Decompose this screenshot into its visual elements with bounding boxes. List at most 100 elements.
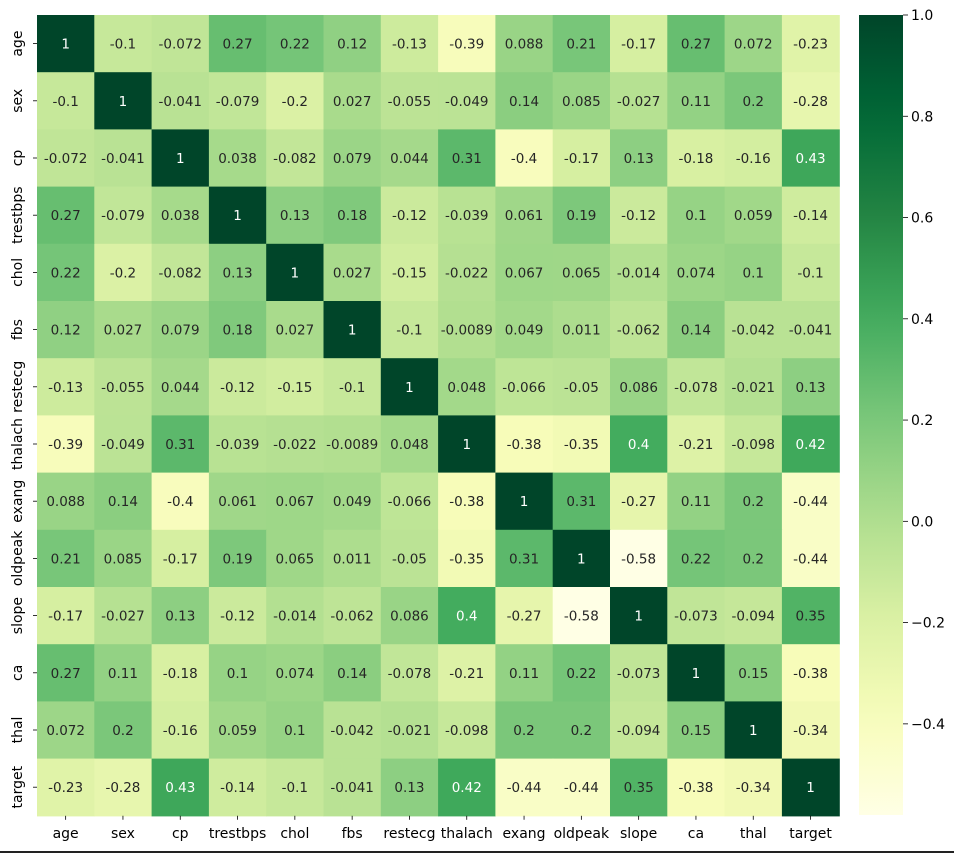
heatmap-cell	[667, 72, 726, 130]
heatmap-cell	[94, 644, 153, 702]
heatmap-cell	[781, 415, 840, 474]
heatmap-cell	[781, 358, 840, 416]
heatmap-cell	[380, 72, 439, 130]
heatmap-cell	[552, 72, 611, 130]
cell-value-label: -0.39	[449, 37, 484, 53]
heatmap-cell	[37, 415, 95, 474]
cell-value-label: -0.21	[449, 666, 484, 682]
cell-value-label: -0.12	[621, 208, 656, 224]
heatmap-cell	[667, 186, 726, 245]
cell-value-label: -0.066	[388, 494, 432, 510]
x-tick-label: exang	[503, 826, 546, 842]
heatmap-cell	[208, 587, 267, 645]
heatmap-cell	[266, 186, 325, 245]
cell-value-label: 0.011	[333, 551, 372, 567]
cell-value-label: -0.38	[678, 780, 713, 796]
cell-value-label: -0.16	[163, 723, 198, 739]
cell-value-label: 0.061	[218, 494, 257, 510]
heatmap-cell	[724, 72, 783, 130]
heatmap-cell	[724, 529, 783, 588]
heatmap-cell	[37, 587, 95, 645]
cell-value-label: 0.088	[46, 494, 85, 510]
heatmap-cell	[438, 472, 496, 531]
heatmap-cell	[610, 358, 668, 416]
heatmap-cell	[323, 72, 382, 130]
cell-value-label: 1	[634, 609, 643, 625]
cell-value-label: 0.12	[51, 323, 81, 339]
cell-value-label: -0.21	[678, 437, 713, 453]
heatmap-cell	[495, 243, 554, 302]
heatmap-cell	[781, 758, 840, 817]
heatmap-cell	[266, 529, 325, 588]
heatmap-cell	[667, 758, 726, 817]
heatmap-cell	[667, 15, 726, 73]
heatmap-cell	[724, 472, 783, 531]
heatmap-cell	[208, 701, 267, 760]
heatmap-cell	[94, 301, 153, 359]
cell-value-label: 1	[520, 494, 529, 510]
cell-value-label: -0.38	[507, 437, 542, 453]
heatmap-cell	[438, 72, 496, 130]
cell-value-label: -0.39	[48, 437, 83, 453]
heatmap-cell	[151, 301, 210, 359]
cell-value-label: 0.027	[333, 94, 372, 110]
cell-value-label: 0.086	[619, 380, 658, 396]
heatmap-cell	[37, 129, 95, 188]
cell-value-label: 0.065	[276, 551, 315, 567]
cell-value-label: -0.042	[731, 323, 775, 339]
cell-value-label: 0.038	[218, 151, 257, 167]
cell-value-label: -0.28	[105, 780, 140, 796]
cell-value-label: 0.049	[333, 494, 372, 510]
x-tick-label: trestbps	[209, 826, 266, 842]
heatmap-cell	[266, 472, 325, 531]
heatmap-cell	[495, 358, 554, 416]
cell-value-label: 0.1	[227, 666, 248, 682]
heatmap-cell	[94, 529, 153, 588]
cell-value-label: 0.027	[104, 323, 143, 339]
heatmap-cell	[495, 415, 554, 474]
cell-value-label: 0.31	[165, 437, 195, 453]
heatmap-cell	[781, 701, 840, 760]
heatmap-cell	[151, 472, 210, 531]
heatmap-cell	[380, 758, 439, 817]
cell-value-label: -0.027	[617, 94, 661, 110]
heatmap-cell	[94, 358, 153, 416]
cell-value-label: -0.2	[282, 94, 308, 110]
heatmap-cell	[781, 472, 840, 531]
cell-value-label: 0.27	[51, 208, 81, 224]
cell-value-label: -0.58	[621, 551, 656, 567]
x-tick-label: oldpeak	[554, 826, 610, 842]
heatmap-cell	[724, 758, 783, 817]
heatmap-cell	[438, 243, 496, 302]
colorbar: 1.0 0.8 0.6 0.4 0.2 0.0 −0.2 −0.4	[859, 8, 945, 815]
cell-value-label: -0.1	[52, 94, 78, 110]
cell-value-label: -0.16	[736, 151, 771, 167]
bottom-border	[0, 851, 954, 853]
heatmap-cell	[610, 701, 668, 760]
heatmap-cell	[610, 644, 668, 702]
heatmap-cell	[667, 301, 726, 359]
heatmap-cell	[610, 758, 668, 817]
x-tick-label: sex	[111, 826, 135, 842]
colorbar-tick-label: 0.0	[911, 514, 933, 530]
cell-value-label: -0.021	[731, 380, 775, 396]
cell-value-label: 1	[806, 780, 815, 796]
cell-value-label: -0.1	[797, 265, 823, 281]
heatmap-cell	[323, 758, 382, 817]
y-tick-label: fbs	[10, 319, 26, 340]
cell-value-label: 0.31	[509, 551, 539, 567]
heatmap-cell	[552, 529, 611, 588]
heatmap-cell	[37, 186, 95, 245]
colorbar-tick-label: 0.2	[911, 413, 933, 429]
heatmap-cell	[151, 529, 210, 588]
heatmap-cell	[266, 72, 325, 130]
cell-value-label: -0.098	[445, 723, 489, 739]
cell-value-label: -0.4	[511, 151, 537, 167]
cell-value-label: 0.13	[796, 380, 826, 396]
cell-value-label: 0.11	[509, 666, 539, 682]
cell-value-label: -0.23	[793, 37, 828, 53]
y-tick-label: target	[10, 765, 26, 808]
cell-value-label: -0.44	[793, 494, 828, 510]
heatmap-cell	[495, 644, 554, 702]
cell-value-label: 0.027	[276, 323, 315, 339]
